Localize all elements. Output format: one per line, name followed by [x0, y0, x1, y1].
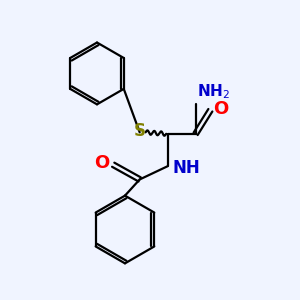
Text: S: S — [134, 122, 146, 140]
Text: O: O — [94, 154, 110, 172]
Text: NH$_2$: NH$_2$ — [197, 83, 230, 101]
Text: NH: NH — [172, 159, 200, 177]
Text: O: O — [213, 100, 229, 118]
